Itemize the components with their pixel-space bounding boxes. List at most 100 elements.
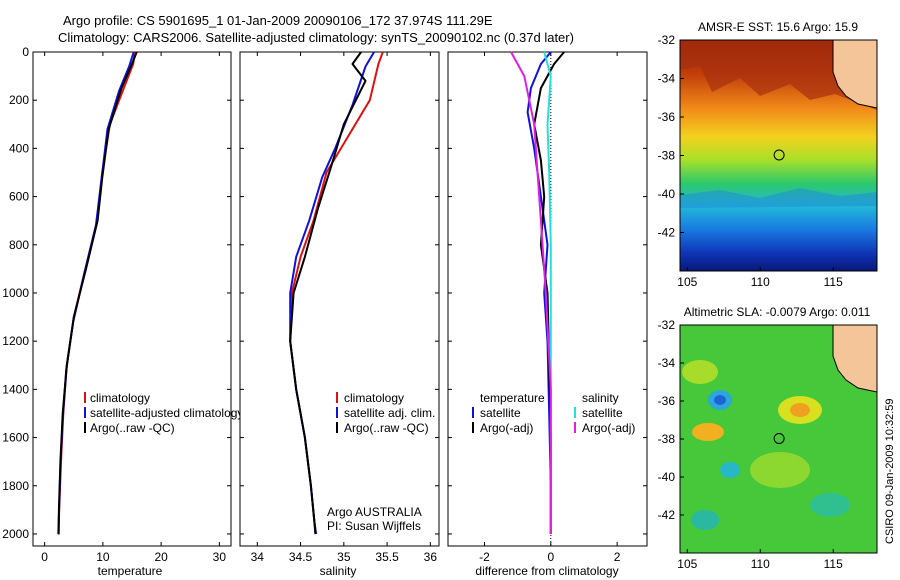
salinity-legend: climatology satellite adj. clim. Argo(..… xyxy=(336,391,435,435)
series-line-temperature-satellite xyxy=(526,51,552,534)
header-line2: Climatology: CARS2006. Satellite-adjuste… xyxy=(58,30,574,45)
x-tick-label: 34 xyxy=(251,550,265,564)
x-tick-label: 34.5 xyxy=(289,550,313,564)
temperature-y-ticks: 0 200 400 600 800 1000 1200 1400 1600 1800 2000 xyxy=(2,45,231,541)
x-tick-label: 2 xyxy=(614,550,621,564)
salinity-xlabel: salinity xyxy=(320,564,357,578)
sla-low-eddy-core xyxy=(714,395,726,405)
sla-blob xyxy=(691,510,719,530)
difference-panel: -2 0 2 difference from climatology tempera… xyxy=(447,51,648,578)
y-tick-label: 1200 xyxy=(2,334,29,348)
series-line-temperature-argo-adj xyxy=(533,51,565,534)
sla-blob xyxy=(720,462,740,478)
sla-blob xyxy=(810,493,850,517)
series-line-argo-raw-qc xyxy=(57,51,138,535)
legend-title-temperature: temperature xyxy=(480,391,545,405)
y-tick-label: -32 xyxy=(658,318,676,332)
series-line-argo-raw-qc xyxy=(289,51,367,535)
legend-label-sal-argo: Argo(-adj) xyxy=(582,421,635,435)
y-tick-label: 1600 xyxy=(2,431,29,445)
y-tick-label: 200 xyxy=(9,93,29,107)
legend-swatch-satellite xyxy=(336,407,338,418)
x-tick-label: 20 xyxy=(154,550,168,564)
difference-lines xyxy=(510,51,565,534)
argo-float-marker xyxy=(773,149,785,161)
salinity-x-ticks: 34 34.5 35 35.5 36 xyxy=(251,52,438,564)
difference-x-ticks: -2 0 2 xyxy=(479,52,621,564)
x-tick-label: 115 xyxy=(824,557,843,571)
legend-swatch-temp-satellite xyxy=(472,407,474,418)
legend-label-sal-satellite: satellite xyxy=(582,406,623,420)
argo-annotation-line1: Argo AUSTRALIA xyxy=(327,505,422,519)
legend-swatch-argo xyxy=(84,422,86,433)
y-tick-label: 1800 xyxy=(2,479,29,493)
salinity-panel: 34 34.5 35 35.5 36 salinity climatology sate… xyxy=(239,51,440,578)
x-tick-label: 35.5 xyxy=(375,550,399,564)
legend-label-argo: Argo(..raw -QC) xyxy=(90,421,175,435)
legend-title-salinity: salinity xyxy=(582,391,619,405)
argo-float-marker xyxy=(773,433,785,444)
temperature-axes-frame xyxy=(32,51,232,547)
difference-legend: temperature satellite Argo(-adj) salinit… xyxy=(472,391,635,435)
x-tick-label: 105 xyxy=(677,557,697,571)
y-tick-label: -40 xyxy=(658,187,676,201)
legend-label-climatology: climatology xyxy=(90,391,150,405)
legend-swatch-argo xyxy=(336,422,338,433)
x-tick-label: 0 xyxy=(41,550,48,564)
legend-swatch-climatology xyxy=(336,392,338,403)
y-tick-label: 2000 xyxy=(2,527,29,541)
x-tick-label: 35 xyxy=(337,550,351,564)
sst-y-ticks: -32 -34 -36 -38 -40 -42 xyxy=(658,33,684,240)
argo-annotation-line2: PI: Susan Wijffels xyxy=(327,519,421,533)
legend-label-temp-argo: Argo(-adj) xyxy=(480,421,533,435)
y-tick-label: 1000 xyxy=(2,286,29,300)
y-tick-label: -34 xyxy=(658,72,676,86)
legend-label-temp-satellite: satellite xyxy=(480,406,521,420)
temperature-lines xyxy=(57,51,138,535)
x-tick-label: 0 xyxy=(547,550,554,564)
sla-map-title: Altimetric SLA: -0.0079 Argo: 0.011 xyxy=(684,305,871,319)
sla-land xyxy=(832,325,877,393)
x-tick-label: 10 xyxy=(96,550,110,564)
y-tick-label: -36 xyxy=(658,110,676,124)
difference-y-ticks xyxy=(448,51,647,535)
temperature-xlabel: temperature xyxy=(98,564,163,578)
x-tick-label: 105 xyxy=(677,275,697,289)
legend-label-argo: Argo(..raw -QC) xyxy=(344,421,429,435)
sst-x-ticks: 105 110 115 xyxy=(677,267,843,289)
x-tick-label: 36 xyxy=(424,550,438,564)
x-tick-label: -2 xyxy=(479,550,490,564)
y-tick-label: -42 xyxy=(658,226,676,240)
legend-swatch-satellite-adjusted xyxy=(84,407,86,418)
x-tick-label: 30 xyxy=(213,550,227,564)
y-tick-label: -32 xyxy=(658,33,676,47)
y-tick-label: -42 xyxy=(658,508,676,522)
salinity-lines xyxy=(289,51,384,535)
y-tick-label: -36 xyxy=(658,394,676,408)
y-tick-label: 800 xyxy=(9,238,29,252)
legend-swatch-sal-argo xyxy=(574,422,576,433)
legend-swatch-climatology xyxy=(84,392,86,403)
sla-high-eddy-west xyxy=(692,423,724,441)
series-line-salinity-argo-adj xyxy=(510,51,552,534)
x-tick-label: 115 xyxy=(824,275,843,289)
temperature-legend: climatology satellite-adjusted climatolo… xyxy=(84,391,243,435)
temperature-panel: 0 200 400 600 800 1000 1200 1400 1600 1800 2000 0 1… xyxy=(2,45,243,578)
x-tick-label: 110 xyxy=(751,557,770,571)
y-tick-label: -34 xyxy=(658,356,676,370)
y-tick-label: -38 xyxy=(658,149,676,163)
sla-field xyxy=(680,325,877,553)
sst-land xyxy=(832,40,877,109)
legend-label-climatology: climatology xyxy=(344,391,404,405)
temperature-x-ticks: 0 10 20 30 xyxy=(41,52,226,564)
sla-x-ticks: 105 110 115 xyxy=(677,549,843,571)
sst-map-title: AMSR-E SST: 15.6 Argo: 15.9 xyxy=(698,20,858,34)
header-line1: Argo profile: CS 5901695_1 01-Jan-2009 2… xyxy=(63,13,493,28)
difference-xlabel: difference from climatology xyxy=(475,564,618,578)
y-tick-label: 400 xyxy=(9,141,29,155)
sla-blob xyxy=(682,360,718,384)
sst-cool-band xyxy=(680,188,877,208)
sst-map: AMSR-E SST: 15.6 Argo: 15.9 -32 -34 -36 -38… xyxy=(658,20,878,289)
sst-warm-patch xyxy=(680,40,877,110)
